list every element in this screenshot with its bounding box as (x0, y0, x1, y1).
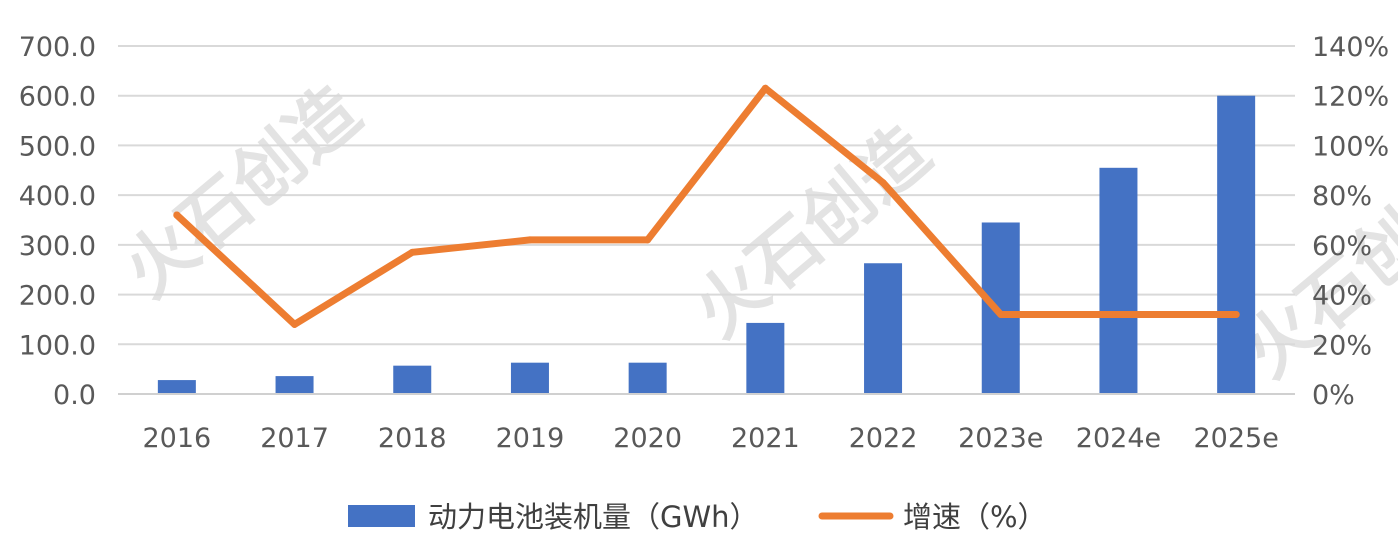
x-tick-label: 2023e (958, 423, 1043, 454)
growth-point-2022 (879, 179, 887, 187)
y-left-tick-label: 200.0 (19, 281, 96, 312)
growth-point-2023e (997, 310, 1005, 318)
bar-series (157, 95, 1256, 394)
y-right-tick-label: 80% (1312, 181, 1372, 212)
y-left-tick-label: 0.0 (53, 380, 96, 411)
bar-2017 (275, 376, 314, 394)
x-tick-label: 2017 (260, 423, 329, 454)
y-left-tick-label: 300.0 (19, 231, 96, 262)
legend-swatch-installed-capacity (348, 505, 415, 527)
bar-2021 (746, 322, 785, 394)
x-tick-label: 2025e (1193, 423, 1278, 454)
bar-2025e (1217, 95, 1256, 394)
bar-2019 (510, 362, 549, 394)
growth-line (173, 84, 1240, 328)
y-right-tick-label: 60% (1312, 231, 1372, 262)
growth-point-2017 (291, 320, 299, 328)
y-left-tick-label: 500.0 (19, 131, 96, 162)
left-axis-ticks: 0.0 100.0 200.0 300.0 400.0 500.0 600.0 700.0 (19, 32, 96, 411)
y-left-tick-label: 600.0 (19, 82, 96, 113)
y-right-tick-label: 40% (1312, 281, 1372, 312)
x-axis-ticks: 2016 2017 2018 2019 2020 2021 2022 2023e 2024e 20… (142, 423, 1278, 454)
bar-2016 (157, 380, 196, 394)
bar-2022 (864, 263, 903, 394)
y-right-tick-label: 100% (1312, 131, 1389, 162)
y-left-tick-label: 100.0 (19, 330, 96, 361)
x-tick-label: 2021 (731, 423, 800, 454)
x-tick-label: 2020 (613, 423, 682, 454)
growth-point-2019 (526, 236, 534, 244)
x-tick-label: 2016 (142, 423, 211, 454)
bar-2023e (981, 222, 1020, 394)
y-right-tick-label: 120% (1312, 82, 1389, 113)
legend-label-growth-rate: 增速（%） (903, 500, 1047, 534)
x-tick-label: 2019 (496, 423, 565, 454)
x-tick-label: 2024e (1076, 423, 1161, 454)
legend-label-installed-capacity: 动力电池装机量（GWh） (428, 500, 759, 534)
legend: 动力电池装机量（GWh） 增速（%） (348, 500, 1047, 534)
growth-point-2024e (1114, 310, 1122, 318)
line-series (173, 84, 1240, 328)
gridlines (118, 45, 1295, 346)
growth-point-2020 (644, 236, 652, 244)
bar-2020 (628, 362, 667, 394)
x-tick-label: 2022 (849, 423, 918, 454)
y-left-tick-label: 400.0 (19, 181, 96, 212)
growth-point-2018 (408, 248, 416, 256)
y-right-tick-label: 140% (1312, 32, 1389, 63)
x-tick-label: 2018 (378, 423, 447, 454)
bar-2024e (1099, 167, 1138, 394)
right-axis-ticks: 0% 20% 40% 60% 80% 100% 120% 140% (1312, 32, 1389, 411)
growth-point-2021 (761, 84, 769, 92)
y-right-tick-label: 20% (1312, 330, 1372, 361)
y-left-tick-label: 700.0 (19, 32, 96, 63)
growth-point-2016 (173, 211, 181, 219)
y-right-tick-label: 0% (1312, 380, 1355, 411)
bar-2018 (393, 365, 432, 394)
growth-point-2025e (1232, 310, 1240, 318)
